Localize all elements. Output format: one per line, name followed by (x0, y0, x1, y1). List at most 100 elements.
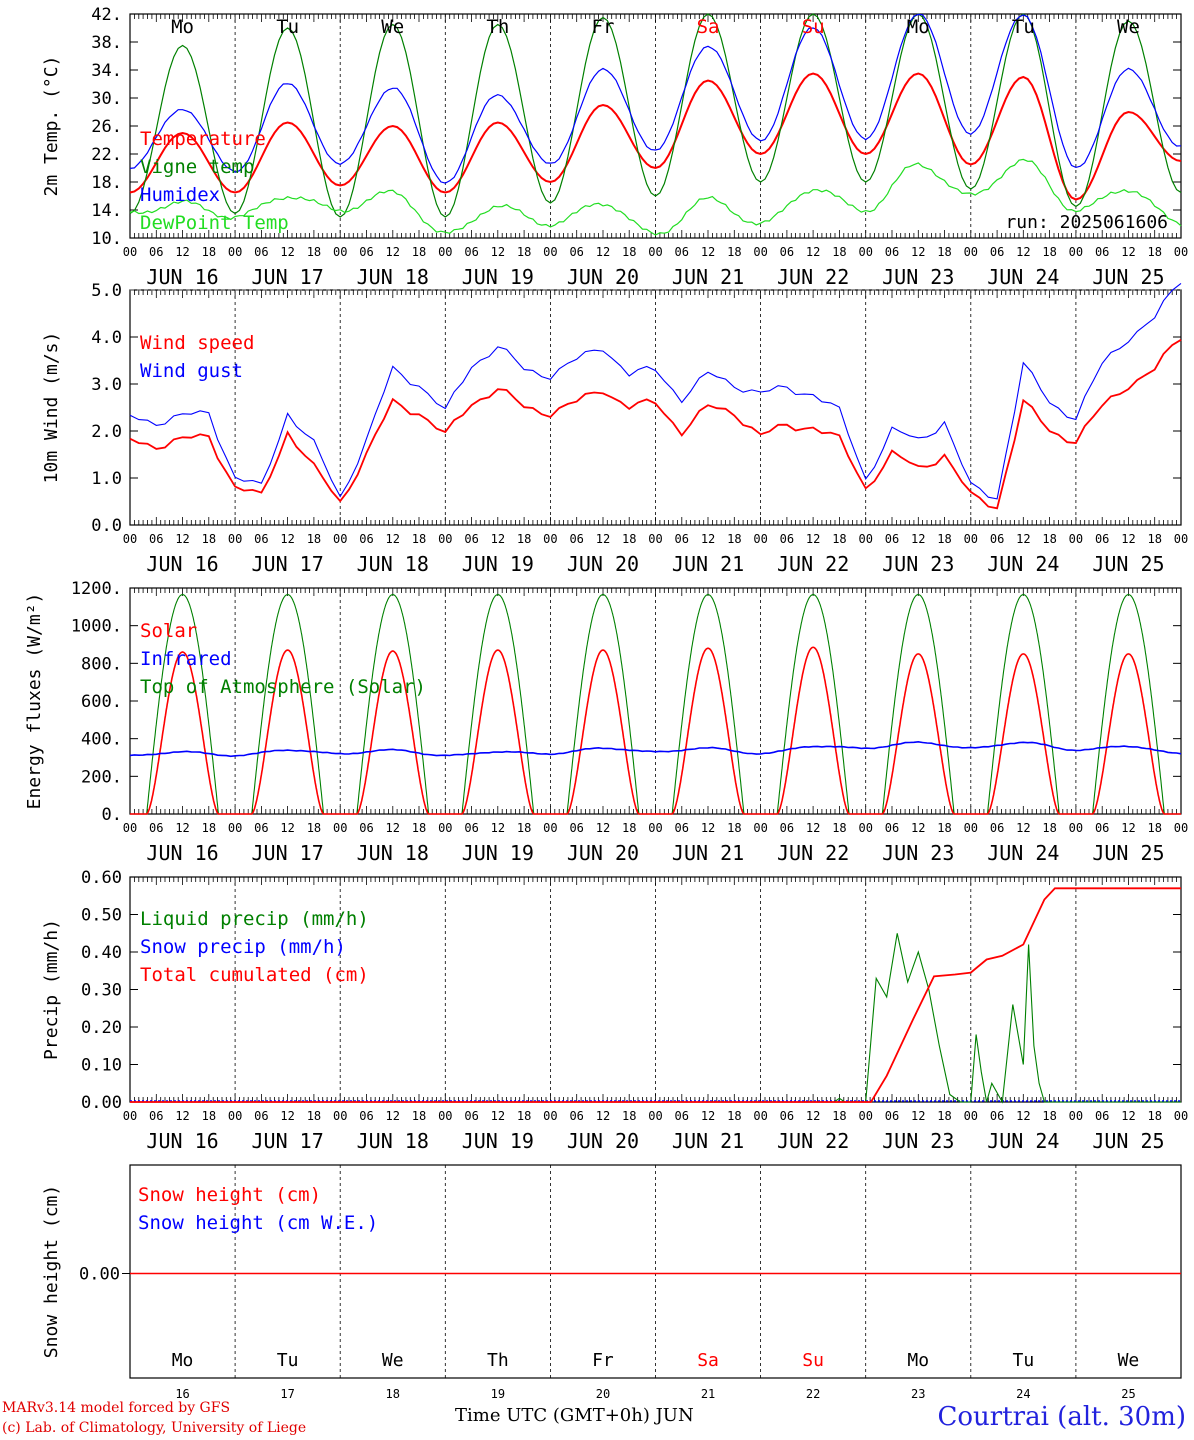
hour-tick-label: 06 (569, 821, 583, 835)
hour-tick-label: 00 (438, 245, 452, 259)
hour-tick-label: 18 (622, 245, 636, 259)
legend-entry: Wind speed (140, 332, 254, 354)
hour-tick-label: 12 (701, 1109, 715, 1123)
hour-tick-label: 12 (701, 532, 715, 546)
y-tick-label: 2.0 (91, 422, 122, 442)
day-label: JUN 18 (357, 1129, 429, 1153)
y-axis-title: Snow height (cm) (41, 1185, 62, 1358)
hour-tick-label: 06 (149, 821, 163, 835)
day-label: JUN 23 (882, 1129, 954, 1153)
legend-entry: Infrared (140, 648, 232, 670)
hour-tick-label: 00 (964, 532, 978, 546)
hour-tick-label: 00 (228, 821, 242, 835)
hour-tick-label: 12 (806, 821, 820, 835)
hour-tick-label: 00 (438, 821, 452, 835)
hour-tick-label: 06 (1095, 532, 1109, 546)
legend-entry: Liquid precip (mm/h) (140, 908, 369, 930)
hour-tick-label: 00 (1069, 1109, 1083, 1123)
hour-tick-label: 06 (780, 245, 794, 259)
day-label: JUN 24 (987, 265, 1059, 289)
legend-entry: Snow height (cm) (138, 1184, 321, 1206)
y-tick-label: 0.00 (79, 1265, 120, 1285)
weekday-label: Tu (1012, 16, 1035, 38)
hour-tick-label: 06 (885, 821, 899, 835)
hour-tick-label: 12 (596, 245, 610, 259)
hour-tick-label: 12 (280, 1109, 294, 1123)
y-tick-label: 3.0 (91, 375, 122, 395)
panel-3-hour-ticks (129, 588, 1182, 814)
day-label: JUN 18 (357, 552, 429, 576)
y-tick-label: 26. (91, 117, 122, 137)
y-axis-title: 2m Temp. (°C) (41, 56, 62, 197)
y-tick-label: 38. (91, 33, 122, 53)
hour-tick-label: 06 (885, 532, 899, 546)
hour-tick-label: 12 (911, 821, 925, 835)
hour-tick-label: 18 (1042, 821, 1056, 835)
hour-tick-label: 06 (464, 821, 478, 835)
weekday-label: We (382, 1350, 404, 1371)
legend-entry: DewPoint Temp (140, 212, 289, 234)
hour-tick-label: 06 (359, 821, 373, 835)
hour-tick-label: 06 (780, 821, 794, 835)
day-label: JUN 23 (882, 265, 954, 289)
day-label: JUN 17 (252, 552, 324, 576)
hour-tick-label: 00 (543, 532, 557, 546)
hour-tick-label: 18 (307, 245, 321, 259)
hour-tick-label: 00 (1174, 821, 1188, 835)
time-axis-title: Time UTC (GMT+0h) JUN (455, 1405, 694, 1426)
hour-tick-label: 12 (280, 245, 294, 259)
hour-tick-label: 00 (648, 821, 662, 835)
hour-tick-label: 18 (937, 821, 951, 835)
hour-tick-label: 12 (1016, 821, 1030, 835)
hour-tick-label: 00 (228, 1109, 242, 1123)
hour-tick-label: 00 (648, 245, 662, 259)
y-tick-label: 1200. (71, 579, 122, 599)
hour-tick-label: 18 (832, 532, 846, 546)
day-label: JUN 24 (987, 841, 1059, 865)
y-tick-label: 0. (102, 805, 122, 825)
hour-tick-label: 12 (806, 532, 820, 546)
hour-tick-label: 00 (858, 1109, 872, 1123)
hour-tick-label: 06 (780, 532, 794, 546)
day-label: JUN 20 (567, 552, 639, 576)
hour-tick-label: 06 (464, 1109, 478, 1123)
hour-tick-label: 06 (569, 245, 583, 259)
hour-tick-label: 12 (1016, 532, 1030, 546)
hour-tick-label: 06 (149, 1109, 163, 1123)
hour-tick-label: 06 (1095, 245, 1109, 259)
day-label: JUN 20 (567, 841, 639, 865)
day-label: JUN 20 (567, 1129, 639, 1153)
hour-tick-label: 18 (937, 245, 951, 259)
day-label: JUN 21 (672, 841, 744, 865)
hour-tick-label: 12 (596, 821, 610, 835)
hour-tick-label: 06 (149, 532, 163, 546)
day-label: JUN 18 (357, 265, 429, 289)
hour-tick-label: 00 (1174, 532, 1188, 546)
y-tick-label: 600. (81, 692, 122, 712)
weekday-label: Mo (907, 1350, 929, 1371)
legend-entry: Solar (140, 620, 197, 642)
weekday-label: Mo (171, 16, 194, 38)
hour-tick-label: 00 (964, 821, 978, 835)
day-label: JUN 16 (146, 265, 218, 289)
y-axis-title: Energy fluxes (W/m²) (24, 593, 45, 810)
hour-tick-label: 18 (412, 821, 426, 835)
hour-tick-label: 00 (228, 532, 242, 546)
hour-tick-label: 06 (1095, 1109, 1109, 1123)
hour-tick-label: 18 (727, 245, 741, 259)
hour-tick-label: 18 (202, 821, 216, 835)
y-tick-label: 0.60 (81, 868, 122, 888)
day-label: JUN 22 (777, 265, 849, 289)
hour-tick-label: 18 (1147, 245, 1161, 259)
hour-tick-label: 18 (517, 1109, 531, 1123)
hour-tick-label: 00 (964, 245, 978, 259)
legend-entry: Temperature (140, 128, 266, 150)
day-label: JUN 16 (146, 552, 218, 576)
day-label: JUN 17 (252, 1129, 324, 1153)
hour-tick-label: 12 (280, 532, 294, 546)
y-tick-label: 5.0 (91, 281, 122, 301)
hour-tick-label: 12 (386, 821, 400, 835)
day-label: JUN 22 (777, 552, 849, 576)
hour-tick-label: 06 (780, 1109, 794, 1123)
y-tick-label: 1000. (71, 617, 122, 637)
